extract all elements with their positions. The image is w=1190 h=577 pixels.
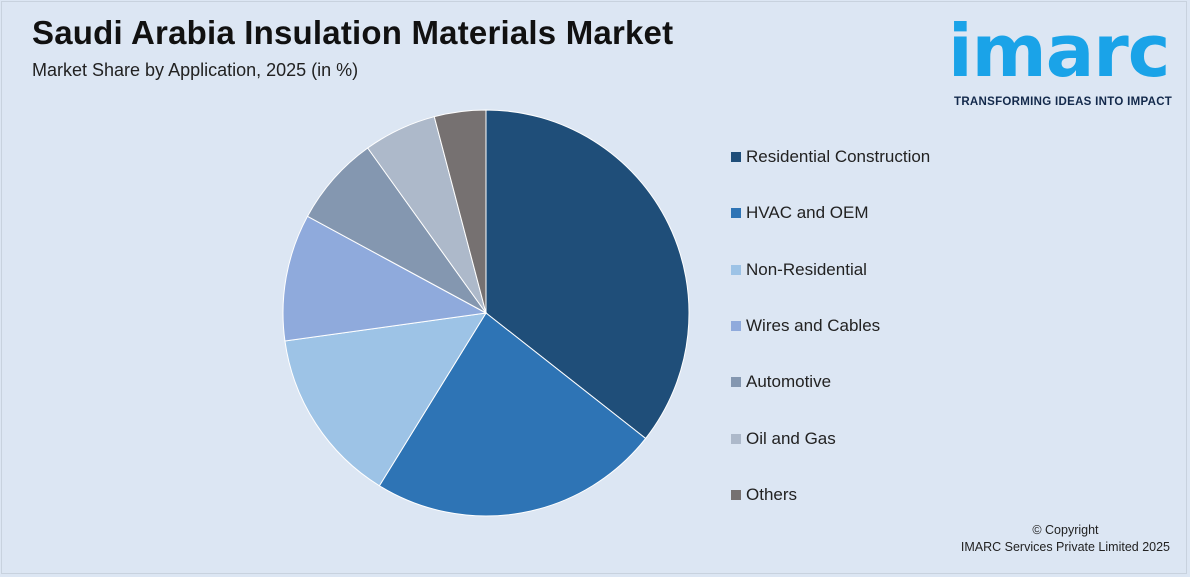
imarc-logo: imarc TRANSFORMING IDEAS INTO IMPACT — [946, 9, 1181, 112]
legend-item-others: Others — [731, 484, 797, 506]
copyright-line-2: IMARC Services Private Limited 2025 — [960, 540, 1170, 554]
legend-item-non-residential: Non-Residential — [731, 259, 867, 281]
chart-subtitle: Market Share by Application, 2025 (in %) — [32, 60, 359, 80]
legend-swatch — [731, 489, 741, 500]
legend-item-oil-and-gas: Oil and Gas — [731, 428, 836, 450]
copyright: © Copyright IMARC Services Private Limit… — [961, 522, 1170, 556]
legend-label: Residential Construction — [746, 147, 931, 166]
legend-item-automotive: Automotive — [731, 371, 831, 393]
legend-label: Wires and Cables — [746, 315, 881, 335]
pie-slice-non-residential — [284, 312, 487, 487]
legend-label: Others — [746, 484, 798, 504]
chart-title: Saudi Arabia Insulation Materials Market — [32, 14, 674, 51]
legend-swatch — [731, 377, 741, 388]
legend-label: Oil and Gas — [746, 428, 836, 448]
logo-tagline: TRANSFORMING IDEAS INTO IMPACT — [954, 96, 1173, 108]
copyright-line-1: © Copyright — [1032, 523, 1099, 537]
legend-swatch — [731, 320, 741, 331]
pie-slice-wires-and-cables — [282, 215, 488, 342]
pie-slice-hvac-and-oem — [378, 312, 647, 517]
legend-swatch — [731, 264, 741, 275]
logo-wordmark: imarc — [948, 9, 1170, 93]
legend-item-hvac-and-oem: HVAC and OEM — [731, 202, 869, 224]
legend-swatch — [731, 433, 741, 444]
pie-slice-others — [433, 109, 487, 314]
legend-label: Automotive — [746, 372, 832, 392]
legend-item-wires-and-cables: Wires and Cables — [731, 315, 880, 337]
legend-label: HVAC and OEM — [746, 203, 869, 223]
pie-slice-residential-construction — [485, 109, 690, 440]
legend-label: Non-Residential — [746, 259, 867, 279]
legend-swatch — [731, 152, 741, 162]
legend-item-residential-construction: Residential Construction — [731, 146, 930, 168]
legend-swatch — [731, 208, 741, 219]
